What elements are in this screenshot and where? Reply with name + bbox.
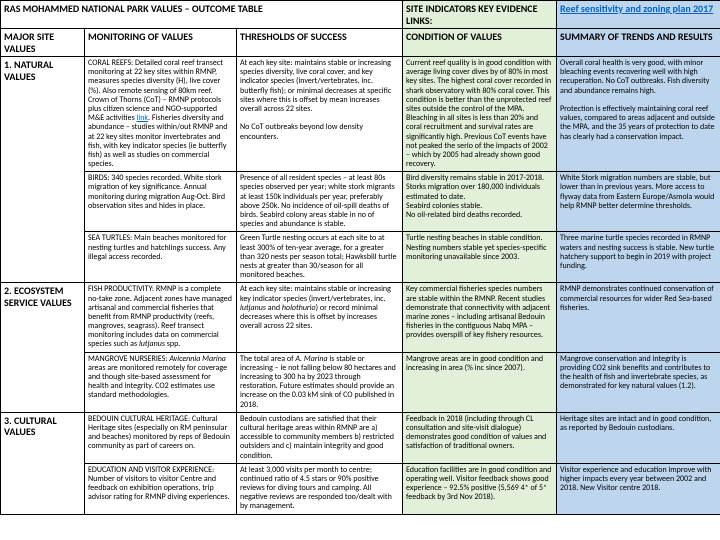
- cell-bedouin-summ: Heritage sites are intact and in good co…: [557, 412, 720, 463]
- reef-link-cell: Reef sensitivity and zoning plan 2017: [557, 1, 720, 29]
- reef-sensitivity-link[interactable]: Reef sensitivity and zoning plan 2017: [560, 2, 713, 15]
- cell-mangrove-thr: The total area of A. Marina is stable or…: [237, 352, 403, 412]
- cell-coral-cond: Current reef quality is in good conditio…: [403, 57, 557, 172]
- cell-turtles-summ: Three marine turtle species recorded in …: [557, 232, 720, 283]
- cell-birds-summ: White Stork migration numbers are stable…: [557, 172, 720, 232]
- cell-coral-thr: At each key site: maintains stable or in…: [237, 57, 403, 172]
- cell-turtles-cond: Turtle nesting beaches in stable conditi…: [403, 232, 557, 283]
- text: areas are monitored remotely for coverag…: [88, 363, 227, 401]
- col-mon-header: MONITORING OF VALUES: [85, 29, 237, 57]
- cell-edu-mon: EDUCATION AND VISITOR EXPERIENCE: Number…: [85, 463, 237, 514]
- cell-mangrove-cond: Mangrove areas are in good condition and…: [403, 352, 557, 412]
- cell-birds-thr: Presence of all resident species – at le…: [237, 172, 403, 232]
- cell-turtles-thr: Green Turtle nesting occurs at each site…: [237, 232, 403, 283]
- cell-birds-mon: BIRDS: 340 species recorded. White stork…: [85, 172, 237, 232]
- cell-mangrove-summ: Mangrove conservation and integrity is p…: [557, 352, 720, 412]
- col-major-header: MAJOR SITE VALUES: [1, 29, 85, 57]
- site-indicators-header: SITE INDICATORS KEY EVIDENCE LINKS:: [403, 1, 557, 29]
- cell-fish-thr: At each key site: maintains stable or in…: [237, 283, 403, 352]
- col-thr-header: THRESHOLDS OF SUCCESS: [237, 29, 403, 57]
- text: . Fisheries diversity and abundance – st…: [88, 113, 227, 169]
- cell-edu-thr: At least 3,000 visits per month to centr…: [237, 463, 403, 514]
- row-cultural-label: 3. CULTURAL VALUES: [1, 412, 85, 514]
- cell-fish-summ: RMNP demonstrates continued conservation…: [557, 283, 720, 352]
- col-summ-header: SUMMARY OF TRENDS AND RESULTS: [557, 29, 720, 57]
- table-title: RAS MOHAMMED NATIONAL PARK VALUES – OUTC…: [1, 1, 403, 29]
- text: At each key site: maintains stable or in…: [240, 284, 391, 303]
- row-ecosystem-label: 2. ECOSYSTEM SERVICE VALUES: [1, 283, 85, 412]
- cell-mangrove-mon: MANGROVE NURSERIES: Avicennia Marina are…: [85, 352, 237, 412]
- cell-fish-mon: FISH PRODUCTIVITY: RMNP is a complete no…: [85, 283, 237, 352]
- cell-edu-cond: Education facilities are in good conditi…: [403, 463, 557, 514]
- cell-coral-summ: Overall coral health is very good, with …: [557, 57, 720, 172]
- cell-edu-summ: Visitor experience and education improve…: [557, 463, 720, 514]
- text: spp.: [165, 339, 180, 349]
- col-cond-header: CONDITION OF VALUES: [403, 29, 557, 57]
- cell-fish-cond: Key commercial fisheries species numbers…: [403, 283, 557, 352]
- outcome-table: RAS MOHAMMED NATIONAL PARK VALUES – OUTC…: [0, 0, 720, 515]
- cell-bedouin-cond: Feedback in 2018 (including through CL c…: [403, 412, 557, 463]
- row-natural-label: 1. NATURAL VALUES: [1, 57, 85, 283]
- cell-turtles-mon: SEA TURTLES: Main beaches monitored for …: [85, 232, 237, 283]
- cell-birds-cond: Bird diversity remains stable in 2017-20…: [403, 172, 557, 232]
- cell-bedouin-thr: Bedouin custodians are satisfied that th…: [237, 412, 403, 463]
- cell-coral-mon: CORAL REEFS: Detailed coral reef transec…: [85, 57, 237, 172]
- cell-bedouin-mon: BEDOUIN CULTURAL HERITAGE: Cultural Heri…: [85, 412, 237, 463]
- text: lutjanus: [139, 339, 165, 349]
- text: is stable or increasing – ie not falling…: [240, 354, 396, 410]
